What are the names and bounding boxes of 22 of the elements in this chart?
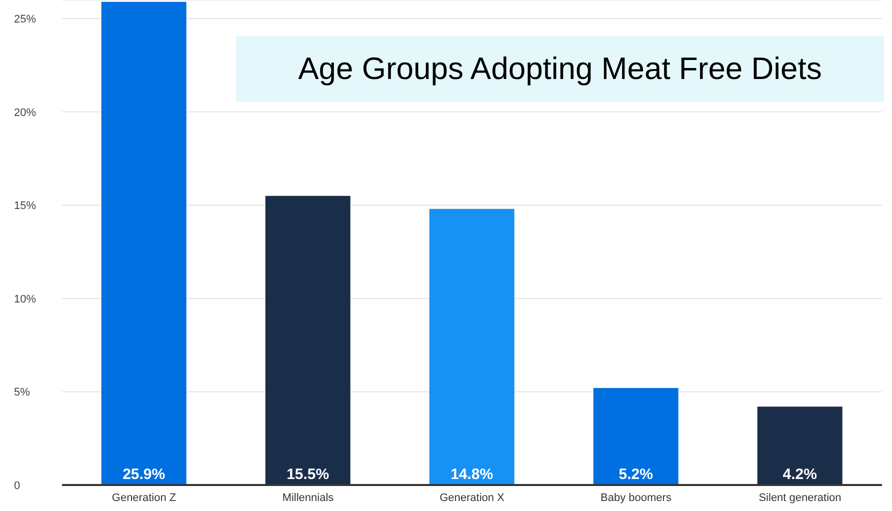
y-tick-label: 10% [14,293,36,306]
bar [757,406,842,485]
y-tick-label: 5% [14,386,30,399]
data-label: 15.5% [286,466,330,483]
x-tick-label: Silent generation [758,492,842,504]
y-tick-label: 25% [14,14,36,26]
data-label: 4.2% [782,466,817,483]
x-tick-label: Baby boomers [600,492,672,504]
title-panel: Age Groups Adopting Meat Free Diets [236,36,884,102]
y-tick-label: 20% [14,106,36,119]
bar [429,208,514,485]
bar [101,2,186,485]
data-label: 14.8% [450,466,494,483]
x-tick-label: Generation Z [112,492,176,504]
data-label: 25.9% [122,466,166,483]
y-tick-label: 0 [14,480,20,492]
x-tick-label: Generation X [440,492,506,504]
y-tick-label: 15% [14,200,36,212]
bar [593,388,678,485]
bar [265,196,350,485]
data-label: 5.2% [618,466,653,483]
x-tick-label: Millennials [282,492,334,504]
